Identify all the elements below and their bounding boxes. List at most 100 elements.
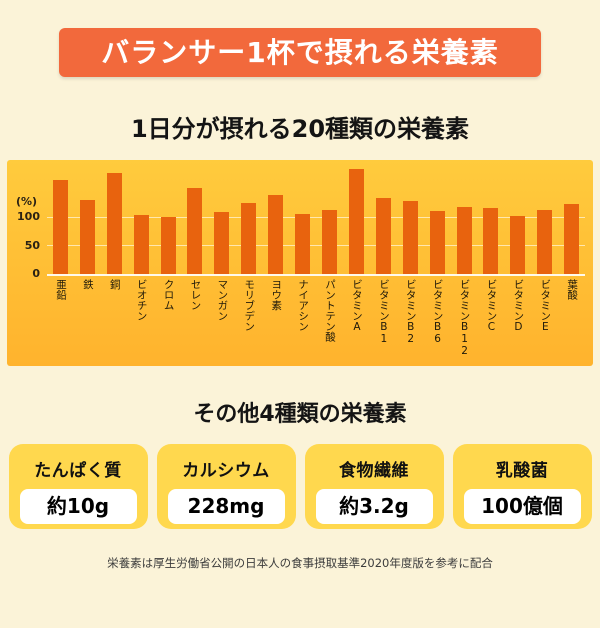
chart-bar (402, 201, 418, 274)
chart-bar-label: ヨウ素 (262, 279, 289, 364)
chart-bar-label: ビタミンB1 (370, 279, 397, 364)
chart-bar-slot (101, 173, 128, 274)
chart-bar (322, 210, 338, 274)
nutrients-bar-chart: (%) 100 50 0 亜鉛 鉄 銅 ビオチン クロム セレン マンガン モリブデン ヨウ素 ナ… (7, 160, 593, 366)
chart-bar-slot (370, 198, 397, 274)
chart-bar-slot (208, 212, 235, 274)
nutrient-card-value: 100億個 (463, 489, 581, 524)
chart-bar (456, 207, 472, 274)
chart-bar-label-text: ビタミンB2 (404, 279, 417, 345)
chart-bar-label: モリブデン (235, 279, 262, 364)
chart-bar-slot (504, 216, 531, 274)
nutrient-card-label: 食物繊維 (339, 461, 409, 481)
chart-bar-slot (478, 208, 505, 274)
other-nutrients-heading: その他4種類の栄養素 (193, 402, 407, 427)
nutrient-card-calcium: カルシウム 228mg (156, 444, 296, 529)
chart-bar-label-text: ビタミンB1 (377, 279, 390, 345)
chart-bar-label-text: ナイアシン (297, 279, 310, 332)
chart-bar-slot (397, 201, 424, 274)
nutrient-card-protein: たんぱく質 約10g (8, 444, 148, 529)
other-nutrients-cards: たんぱく質 約10g カルシウム 228mg 食物繊維 約3.2g 乳酸菌 10… (0, 444, 600, 529)
nutrient-card-lactic-acid: 乳酸菌 100億個 (452, 444, 592, 529)
gridline-50 (47, 245, 585, 246)
chart-bar (510, 216, 526, 274)
chart-bar-label: クロム (155, 279, 182, 364)
chart-bar-slot (558, 204, 585, 274)
chart-bar (241, 203, 257, 274)
chart-bar-label-text: ビオチン (135, 279, 148, 321)
chart-bar-label: ビタミンE (531, 279, 558, 364)
chart-bar-label-text: 鉄 (81, 279, 94, 290)
chart-bar (429, 211, 445, 274)
chart-bar-slot (235, 203, 262, 274)
chart-bar-label: ナイアシン (289, 279, 316, 364)
chart-bar-label-text: モリブデン (243, 279, 256, 332)
chart-bar (348, 169, 364, 274)
chart-bar-label: 鉄 (74, 279, 101, 364)
chart-bar-label: ビタミンB6 (424, 279, 451, 364)
chart-bar-label-text: ビタミンD (512, 279, 525, 333)
chart-bar-slot (47, 180, 74, 274)
chart-bar-label-text: 亜鉛 (54, 279, 67, 300)
nutrient-card-value: 228mg (167, 489, 285, 524)
nutrient-card-label: たんぱく質 (34, 461, 122, 481)
chart-bar (268, 195, 284, 274)
chart-bar-slot (289, 214, 316, 274)
chart-bar-label: ビタミンC (478, 279, 505, 364)
chart-bar-label-text: セレン (189, 279, 202, 311)
chart-bar-label: 葉酸 (558, 279, 585, 364)
gridline-baseline (47, 274, 585, 276)
chart-bar (133, 215, 149, 274)
chart-heading: 1日分が摂れる20種類の栄養素 (130, 115, 470, 143)
chart-bar-label-text: 銅 (108, 279, 121, 290)
chart-bar-slot (128, 215, 155, 274)
chart-bar-label: ビオチン (128, 279, 155, 364)
chart-bar-label-text: ビタミンA (350, 279, 363, 333)
chart-bar (375, 198, 391, 274)
chart-bar-label: マンガン (208, 279, 235, 364)
chart-bar-label-text: ビタミンE (539, 279, 552, 333)
chart-bar (214, 212, 230, 274)
chart-bar-label: パントテン酸 (316, 279, 343, 364)
chart-bar (187, 188, 203, 274)
nutrient-card-value: 約3.2g (315, 489, 433, 524)
chart-bar-label: ビタミンB12 (451, 279, 478, 364)
chart-bar-slot (74, 200, 101, 274)
chart-bar (537, 210, 553, 274)
nutrient-card-label: カルシウム (182, 461, 270, 481)
chart-bar (52, 180, 68, 274)
chart-bar-label-text: ビタミンC (485, 279, 498, 333)
y-tick-100: 100 (17, 210, 40, 223)
nutrient-card-label: 乳酸菌 (495, 461, 549, 481)
chart-bar-label-text: ビタミンB6 (431, 279, 444, 345)
chart-bar-slot (316, 210, 343, 274)
chart-bar-label-text: マンガン (216, 279, 229, 321)
chart-bar-label: セレン (182, 279, 209, 364)
chart-labels: 亜鉛鉄銅ビオチン クロム セレン マンガン モリブデン ヨウ素 ナイアシン パントテン酸 ビタミ… (47, 279, 585, 364)
chart-bar-label-text: ビタミンB12 (458, 279, 471, 357)
y-tick-50: 50 (24, 239, 40, 252)
chart-bar-label: ビタミンB2 (397, 279, 424, 364)
nutrient-card-value: 約10g (19, 489, 137, 524)
chart-bar-slot (262, 195, 289, 274)
chart-bar-label: ビタミンD (504, 279, 531, 364)
chart-bar-slot (155, 217, 182, 274)
chart-bar-label-text: クロム (162, 279, 175, 311)
chart-bar-slot (343, 169, 370, 274)
chart-bar (79, 200, 95, 274)
nutrient-card-fiber: 食物繊維 約3.2g (304, 444, 444, 529)
chart-bar (106, 173, 122, 274)
chart-bar (295, 214, 311, 274)
chart-bar (564, 204, 580, 274)
chart-bar-slot (182, 188, 209, 274)
chart-bar-label-text: パントテン酸 (324, 279, 337, 342)
chart-bar-slot (531, 210, 558, 274)
footnote: 栄養素は厚生労働省公開の日本人の食事摂取基準2020年度版を参考に配合 (107, 556, 493, 570)
chart-bar (483, 208, 499, 274)
chart-bar-label-text: ヨウ素 (270, 279, 283, 311)
chart-bar-slot (451, 207, 478, 274)
chart-bar-label: 銅 (101, 279, 128, 364)
chart-bars (47, 160, 585, 274)
gridline-100 (47, 217, 585, 218)
chart-bar (160, 217, 176, 274)
